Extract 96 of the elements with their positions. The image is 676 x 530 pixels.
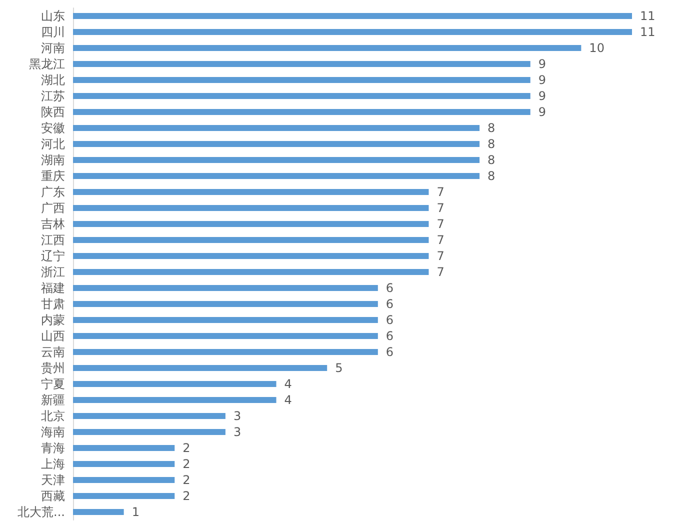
data-label: 1 — [132, 505, 140, 519]
y-tick-label: 黑龙江 — [29, 57, 65, 71]
bar — [73, 108, 530, 116]
data-label: 11 — [640, 25, 656, 39]
bar — [73, 140, 480, 148]
y-tick-label: 江苏 — [41, 89, 65, 103]
y-tick-label: 陕西 — [41, 105, 65, 119]
y-tick-label: 甘肃 — [41, 297, 65, 311]
data-label: 11 — [640, 9, 656, 23]
data-label: 2 — [182, 457, 190, 471]
bar — [73, 60, 530, 68]
data-label: 6 — [386, 281, 394, 295]
data-label: 9 — [538, 89, 546, 103]
bar — [73, 460, 175, 468]
data-label: 6 — [386, 313, 394, 327]
bar — [73, 332, 378, 340]
y-tick-label: 内蒙 — [41, 313, 65, 327]
data-label: 7 — [436, 265, 444, 279]
y-tick-label: 河南 — [41, 41, 65, 55]
bar — [73, 300, 378, 308]
y-tick-label: 福建 — [41, 281, 65, 295]
data-label: 3 — [233, 425, 242, 439]
data-label: 6 — [386, 345, 394, 359]
bar — [73, 172, 480, 180]
data-label: 9 — [538, 73, 546, 87]
y-tick-label: 重庆 — [41, 169, 65, 183]
y-tick-label: 四川 — [41, 25, 65, 39]
bar — [73, 444, 175, 452]
bar — [73, 28, 632, 36]
data-label: 4 — [284, 377, 292, 391]
bar — [73, 204, 429, 212]
data-label: 5 — [335, 361, 343, 375]
bar — [73, 188, 429, 196]
bar — [73, 348, 378, 356]
bar — [73, 412, 226, 420]
y-tick-label: 湖南 — [41, 153, 65, 167]
bar — [73, 316, 378, 324]
y-tick-label: 广西 — [41, 201, 65, 215]
data-label: 4 — [284, 393, 292, 407]
y-tick-label: 广东 — [41, 185, 65, 199]
bar — [73, 236, 429, 244]
y-tick-label: 吉林 — [41, 217, 65, 231]
y-tick-label: 北京 — [41, 409, 65, 423]
data-label: 8 — [488, 121, 496, 135]
bar — [73, 12, 632, 20]
bar — [73, 396, 276, 404]
data-label: 2 — [182, 473, 190, 487]
y-tick-label: 湖北 — [41, 73, 65, 87]
bar — [73, 268, 429, 276]
data-label: 10 — [589, 41, 604, 55]
data-label: 6 — [386, 329, 394, 343]
y-tick-label: 山西 — [41, 329, 65, 343]
bar — [73, 380, 276, 388]
data-label: 7 — [436, 185, 444, 199]
bar — [73, 156, 480, 164]
y-tick-label: 浙江 — [41, 265, 65, 279]
data-label: 8 — [488, 169, 496, 183]
y-tick-label: 山东 — [41, 9, 65, 23]
data-label: 8 — [488, 153, 496, 167]
y-tick-label: 天津 — [41, 473, 65, 487]
y-tick-label: 辽宁 — [41, 249, 65, 263]
y-tick-label: 云南 — [41, 345, 65, 359]
bar — [73, 284, 378, 292]
data-label: 9 — [538, 105, 546, 119]
bar — [73, 220, 429, 228]
data-label: 7 — [436, 217, 444, 231]
bar — [73, 252, 429, 260]
bar — [73, 124, 480, 132]
y-tick-label: 北大荒... — [18, 505, 65, 519]
bar — [73, 476, 175, 484]
data-label: 9 — [538, 57, 546, 71]
data-label: 7 — [436, 249, 444, 263]
bar — [73, 92, 530, 100]
y-tick-label: 海南 — [41, 425, 65, 439]
y-tick-label: 河北 — [41, 137, 65, 151]
y-tick-label: 宁夏 — [41, 377, 65, 391]
data-label: 3 — [233, 409, 242, 423]
bar — [73, 428, 226, 436]
data-label: 7 — [436, 233, 444, 247]
bar — [73, 364, 328, 372]
data-label: 8 — [488, 137, 496, 151]
bar — [73, 76, 530, 84]
y-tick-label: 新疆 — [41, 393, 65, 407]
y-tick-label: 青海 — [41, 441, 65, 455]
y-tick-label: 西藏 — [41, 489, 65, 503]
data-label: 2 — [182, 441, 190, 455]
data-label: 2 — [182, 489, 190, 503]
y-tick-label: 贵州 — [41, 361, 65, 375]
bar — [73, 508, 124, 516]
data-label: 6 — [386, 297, 394, 311]
y-tick-label: 上海 — [41, 457, 65, 471]
bar — [73, 492, 175, 500]
data-label: 7 — [436, 201, 444, 215]
y-tick-label: 安徽 — [41, 121, 65, 135]
y-tick-label: 江西 — [41, 233, 65, 247]
bar — [73, 44, 582, 52]
